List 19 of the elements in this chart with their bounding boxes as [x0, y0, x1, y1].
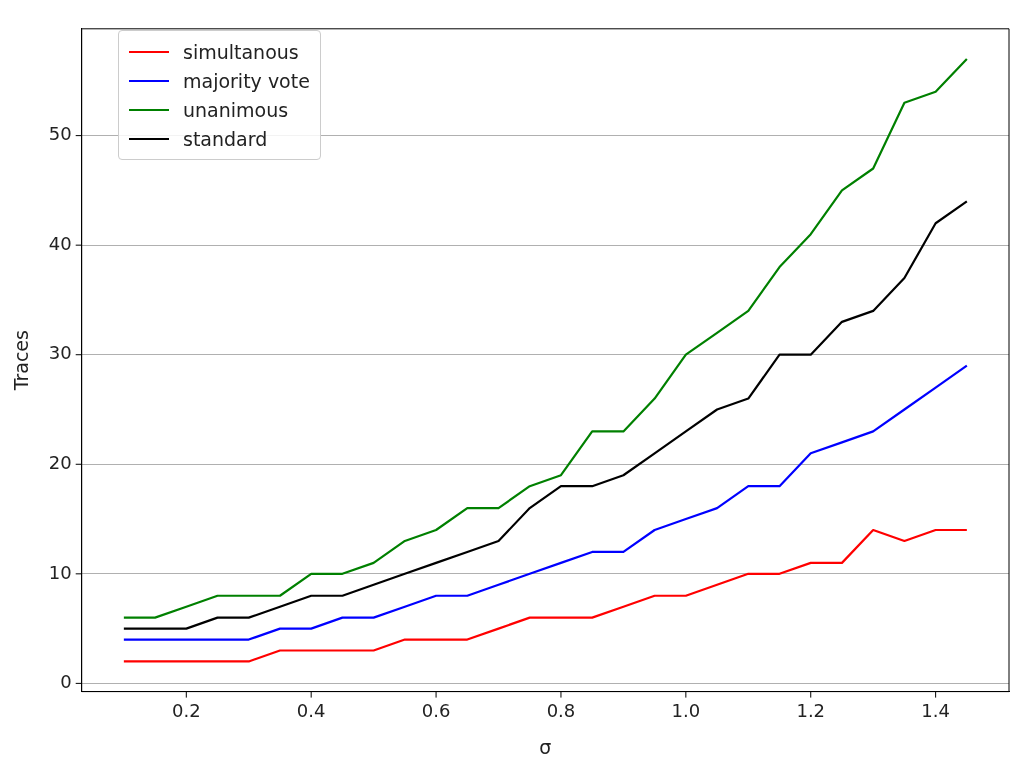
y-tick-label: 30 — [48, 342, 72, 364]
x-tick-label: 0.2 — [171, 700, 201, 722]
y-tick-label: 40 — [48, 232, 72, 254]
x-axis-title: σ — [539, 735, 552, 758]
x-tick-label: 1.0 — [671, 700, 701, 722]
x-tick-label: 0.6 — [421, 700, 451, 722]
x-tick-label: 1.4 — [921, 700, 950, 722]
y-tick-label: 50 — [48, 123, 72, 145]
legend-label: unanimous — [183, 98, 289, 121]
y-axis-title: Traces — [10, 330, 33, 392]
x-tick-label: 1.2 — [796, 700, 826, 722]
x-tick-label: 0.4 — [296, 700, 326, 722]
legend-label: simultanous — [183, 40, 299, 63]
legend-label: standard — [183, 127, 268, 150]
x-tick-label: 0.8 — [546, 700, 576, 722]
y-tick-label: 0 — [60, 671, 72, 693]
y-tick-label: 20 — [48, 451, 72, 473]
legend-label: majority vote — [183, 69, 310, 92]
y-tick-label: 10 — [48, 561, 72, 583]
